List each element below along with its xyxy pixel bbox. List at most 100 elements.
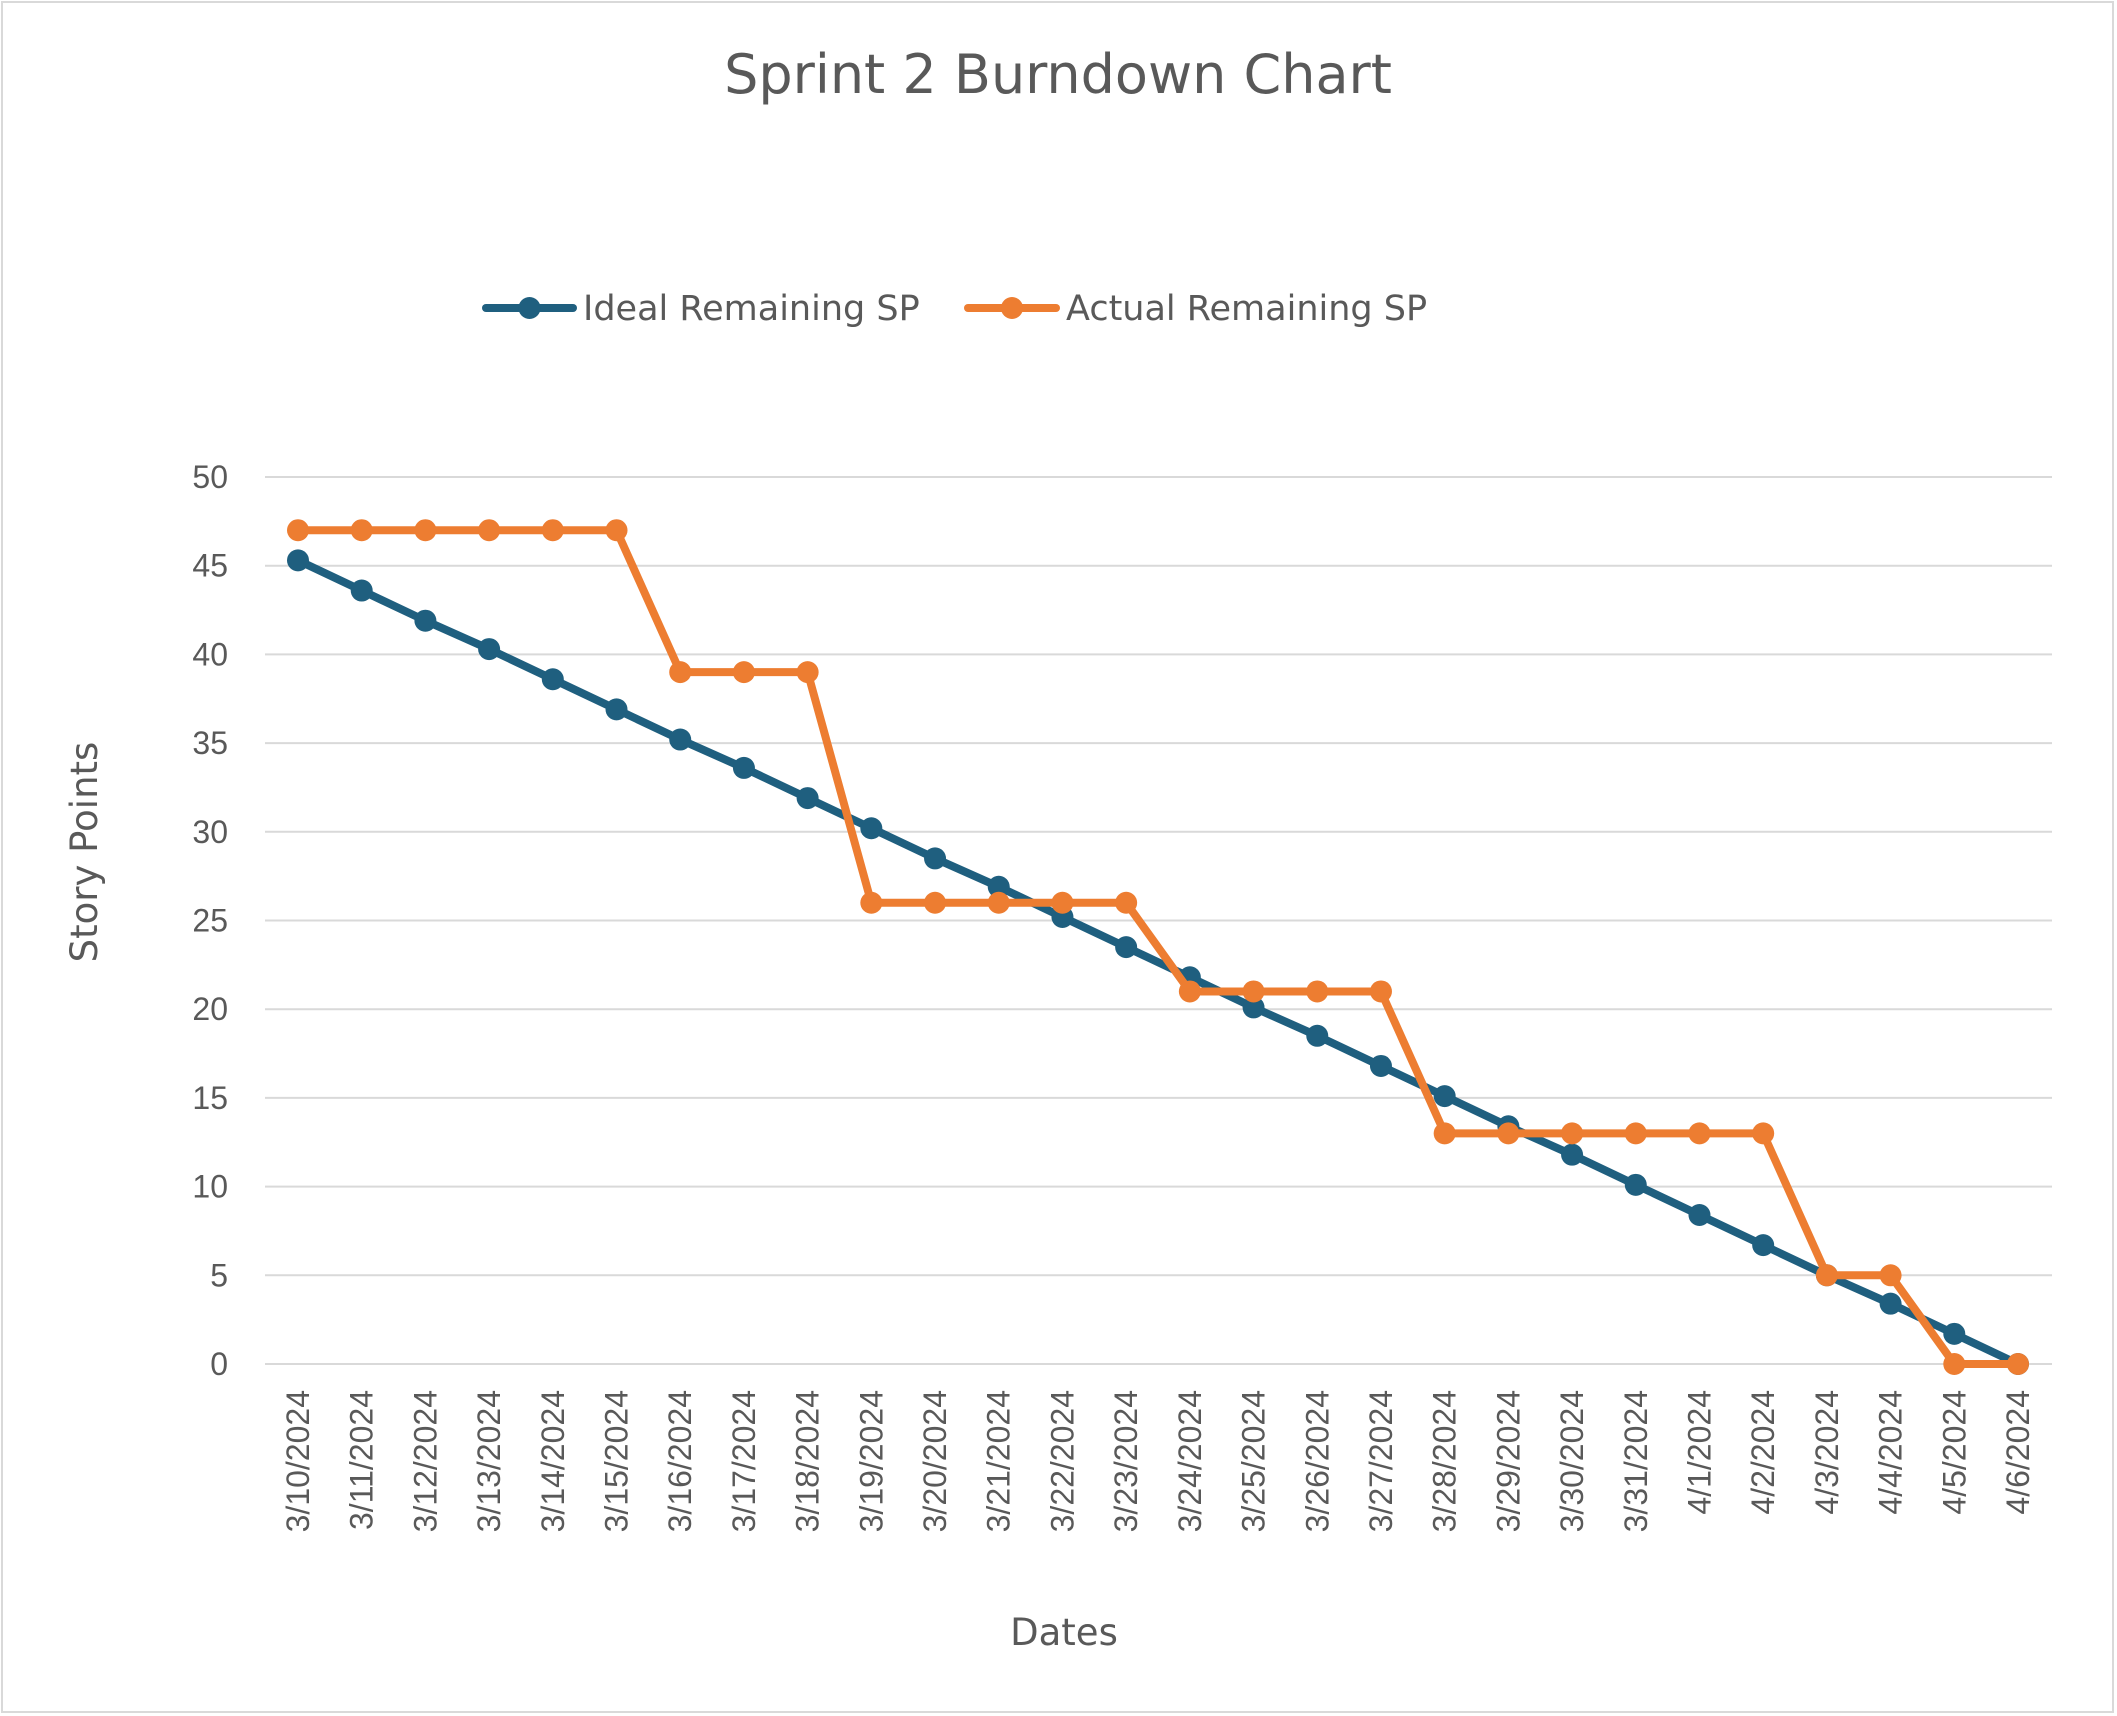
x-tick-label: 3/16/2024 bbox=[662, 1390, 698, 1532]
x-axis-ticks: 3/10/2024 3/11/2024 3/12/2024 3/13/2024 3/14… bbox=[280, 1390, 2036, 1532]
x-tick-label: 3/11/2024 bbox=[344, 1390, 380, 1530]
x-tick-label: 3/15/2024 bbox=[599, 1390, 635, 1532]
data-point bbox=[669, 661, 692, 684]
data-point bbox=[796, 787, 819, 810]
data-point bbox=[1815, 1264, 1838, 1287]
gridlines bbox=[265, 476, 2052, 1365]
data-point bbox=[987, 891, 1010, 914]
x-tick-label: 3/21/2024 bbox=[981, 1390, 1017, 1532]
x-tick-label: 4/4/2024 bbox=[1873, 1390, 1909, 1515]
legend-swatch-marker bbox=[1001, 297, 1023, 319]
legend-item-actual: Actual Remaining SP bbox=[964, 289, 1427, 329]
data-point bbox=[1943, 1322, 1966, 1345]
data-point bbox=[1688, 1203, 1711, 1226]
data-point bbox=[1178, 980, 1201, 1003]
data-point bbox=[287, 519, 309, 542]
data-point bbox=[350, 519, 373, 542]
data-point bbox=[796, 661, 819, 684]
data-point bbox=[1242, 980, 1265, 1003]
y-tick-label: 30 bbox=[192, 814, 228, 850]
x-tick-label: 3/18/2024 bbox=[790, 1390, 826, 1532]
data-point bbox=[1051, 891, 1074, 914]
data-point bbox=[860, 817, 883, 840]
data-point bbox=[350, 579, 373, 602]
data-point bbox=[414, 519, 437, 542]
x-tick-label: 3/20/2024 bbox=[917, 1390, 953, 1532]
x-tick-label: 3/14/2024 bbox=[535, 1390, 571, 1532]
data-point bbox=[987, 875, 1010, 898]
x-tick-label: 3/26/2024 bbox=[1299, 1390, 1335, 1532]
x-tick-label: 3/28/2024 bbox=[1427, 1390, 1463, 1532]
data-point bbox=[1752, 1234, 1775, 1257]
data-point bbox=[1561, 1143, 1584, 1166]
data-point bbox=[287, 549, 309, 572]
data-point bbox=[1752, 1122, 1775, 1145]
data-point bbox=[1369, 1054, 1392, 1077]
data-point bbox=[1879, 1292, 1902, 1315]
data-point bbox=[924, 891, 947, 914]
data-point bbox=[541, 519, 564, 542]
x-tick-label: 3/13/2024 bbox=[471, 1390, 507, 1532]
y-tick-label: 45 bbox=[192, 548, 228, 584]
series-line bbox=[294, 526, 2022, 1368]
data-point bbox=[1115, 891, 1138, 914]
data-point bbox=[478, 638, 501, 661]
data-point bbox=[1561, 1122, 1584, 1145]
x-tick-label: 4/5/2024 bbox=[1936, 1390, 1972, 1515]
data-point bbox=[860, 891, 883, 914]
x-tick-label: 3/31/2024 bbox=[1618, 1390, 1654, 1532]
y-tick-label: 40 bbox=[192, 636, 228, 672]
x-axis-title: Dates bbox=[1010, 1611, 1118, 1654]
data-point bbox=[1943, 1353, 1966, 1375]
x-tick-label: 4/2/2024 bbox=[1745, 1390, 1781, 1515]
x-tick-label: 3/23/2024 bbox=[1108, 1390, 1144, 1532]
series-line bbox=[294, 556, 2022, 1368]
data-point bbox=[1369, 980, 1392, 1003]
series-actual bbox=[287, 519, 2029, 1375]
y-tick-label: 5 bbox=[210, 1257, 228, 1293]
y-tick-label: 25 bbox=[192, 903, 228, 939]
legend-item-ideal: Ideal Remaining SP bbox=[482, 289, 920, 329]
series-ideal bbox=[287, 549, 2029, 1375]
x-tick-label: 3/10/2024 bbox=[280, 1390, 316, 1532]
data-point bbox=[1624, 1122, 1647, 1145]
y-tick-label: 20 bbox=[192, 991, 228, 1027]
data-point bbox=[1242, 996, 1265, 1019]
y-tick-label: 35 bbox=[192, 725, 228, 761]
x-tick-label: 4/6/2024 bbox=[2000, 1390, 2036, 1515]
legend-label: Actual Remaining SP bbox=[1066, 289, 1427, 329]
y-tick-label: 10 bbox=[192, 1169, 228, 1205]
data-point bbox=[478, 519, 501, 542]
y-axis-ticks: 0 5 10 15 20 25 30 35 40 45 50 bbox=[192, 459, 228, 1382]
data-point bbox=[2007, 1353, 2029, 1375]
data-point bbox=[924, 847, 947, 870]
y-tick-label: 0 bbox=[210, 1346, 228, 1382]
data-point bbox=[1879, 1264, 1902, 1287]
legend: Ideal Remaining SP Actual Remaining SP bbox=[482, 289, 1427, 329]
data-point bbox=[669, 728, 692, 751]
x-tick-label: 3/22/2024 bbox=[1044, 1390, 1080, 1532]
data-point bbox=[1497, 1122, 1520, 1145]
x-tick-label: 3/17/2024 bbox=[726, 1390, 762, 1532]
x-tick-label: 4/3/2024 bbox=[1809, 1390, 1845, 1515]
data-point bbox=[1433, 1122, 1456, 1145]
x-tick-label: 4/1/2024 bbox=[1681, 1390, 1717, 1515]
x-tick-label: 3/29/2024 bbox=[1490, 1390, 1526, 1532]
series-layer bbox=[287, 519, 2029, 1375]
data-point bbox=[1115, 936, 1138, 959]
data-point bbox=[1433, 1085, 1456, 1108]
x-tick-label: 3/30/2024 bbox=[1554, 1390, 1590, 1532]
data-point bbox=[605, 698, 628, 721]
data-point bbox=[1624, 1173, 1647, 1196]
data-point bbox=[732, 661, 755, 684]
data-point bbox=[1306, 980, 1329, 1003]
data-point bbox=[541, 668, 564, 691]
data-point bbox=[1688, 1122, 1711, 1145]
y-tick-label: 15 bbox=[192, 1080, 228, 1116]
legend-swatch-marker bbox=[518, 297, 541, 319]
y-tick-label: 50 bbox=[192, 459, 228, 495]
x-tick-label: 3/25/2024 bbox=[1236, 1390, 1272, 1532]
y-axis-title: Story Points bbox=[63, 742, 106, 963]
chart-title: Sprint 2 Burndown Chart bbox=[724, 43, 1392, 106]
